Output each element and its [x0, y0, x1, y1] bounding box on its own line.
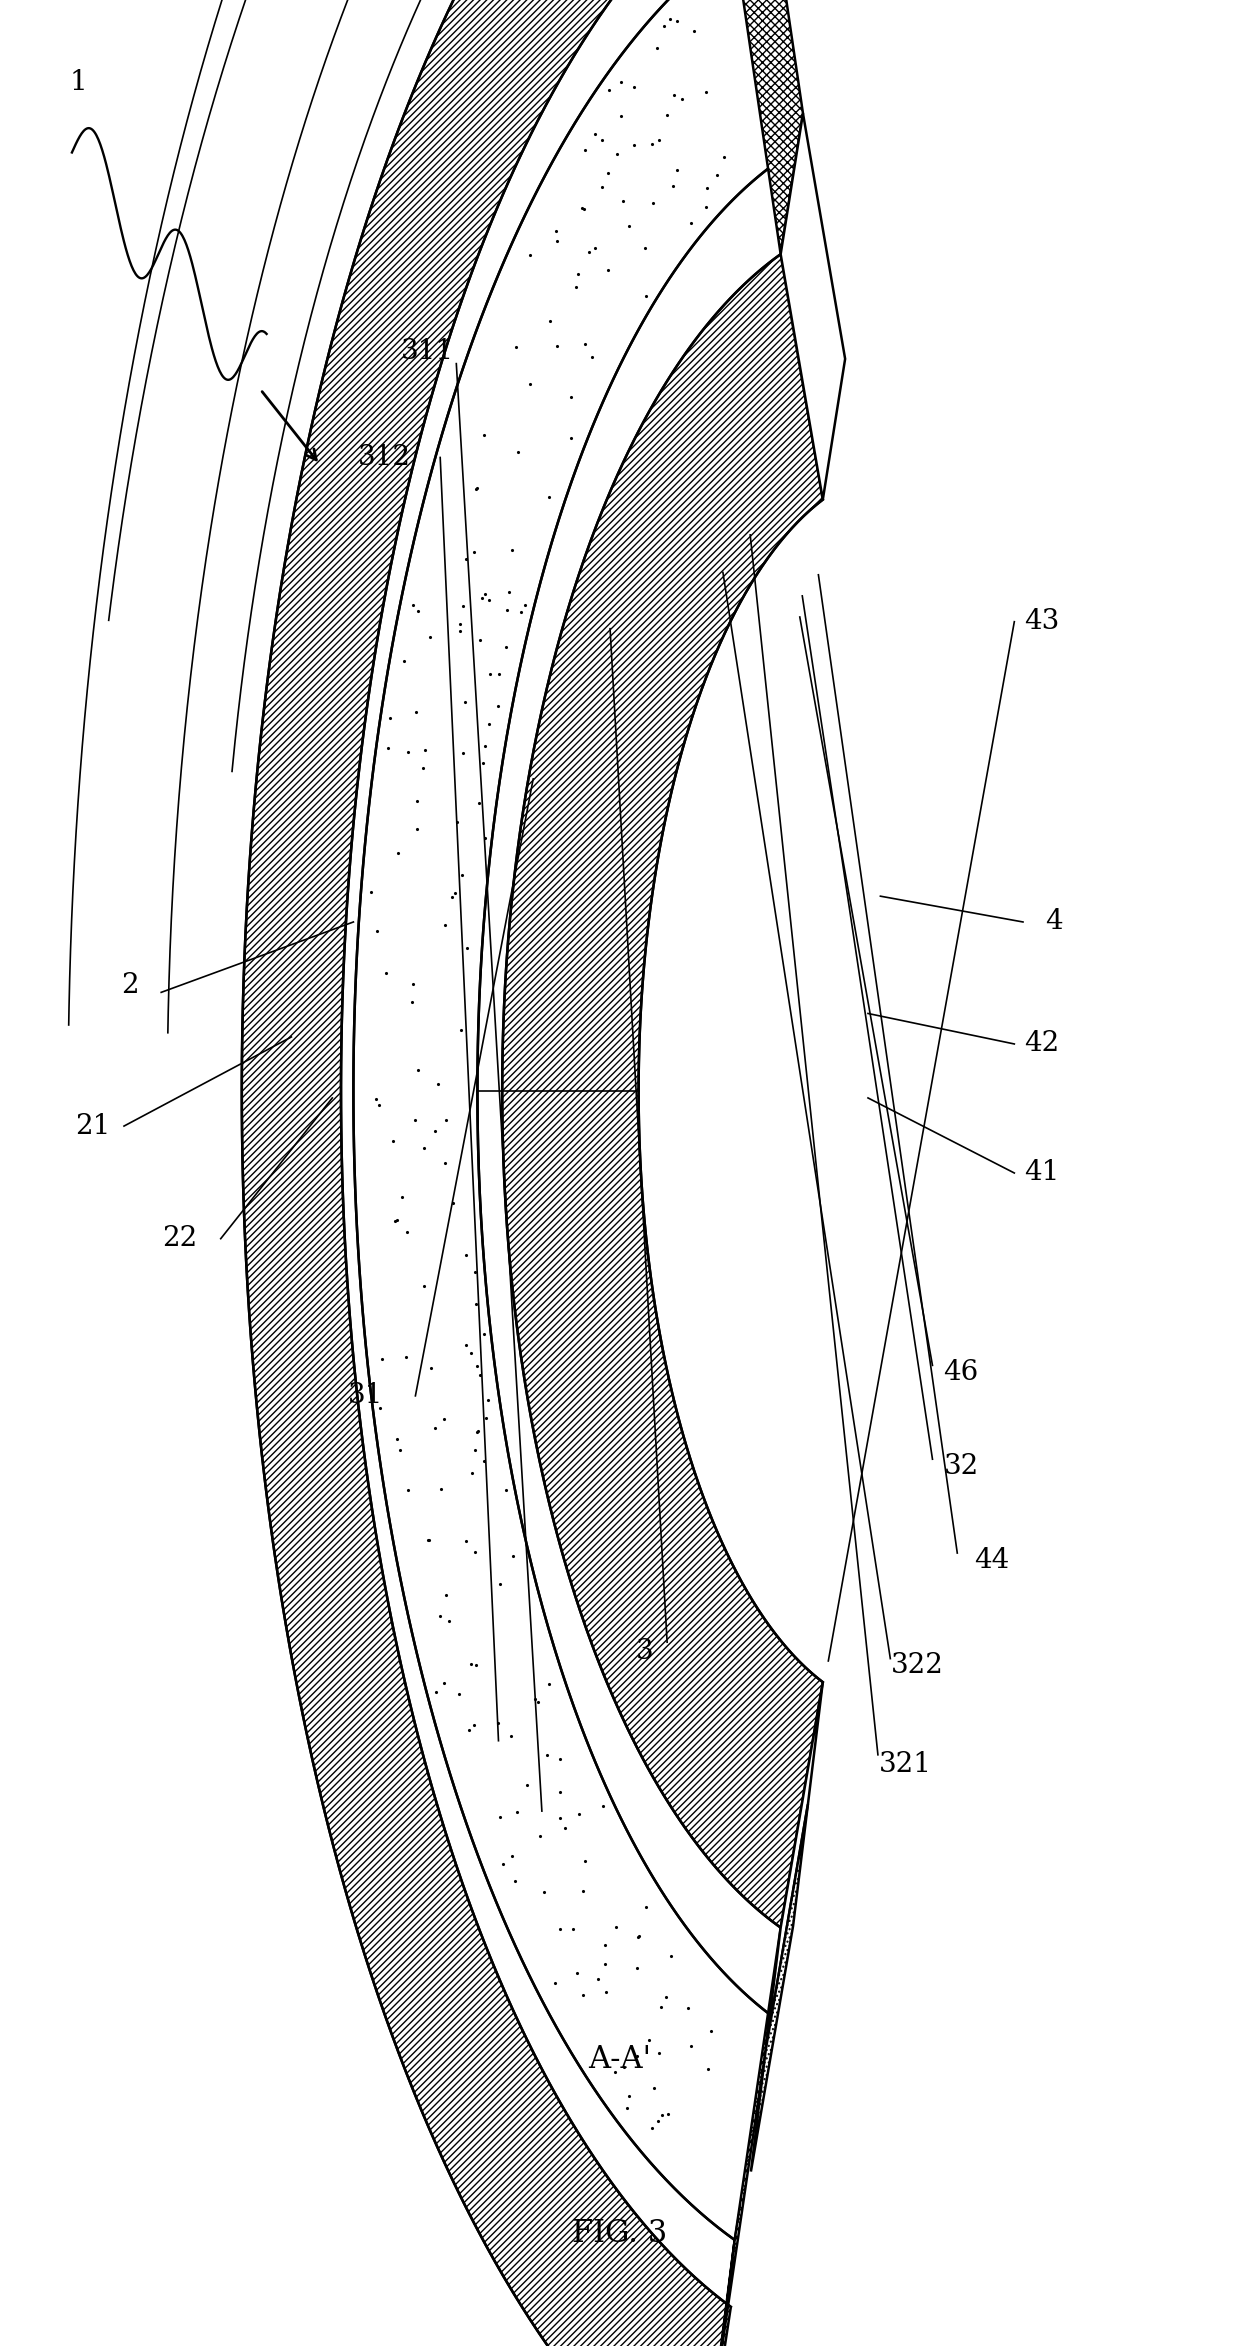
Text: 312: 312: [358, 443, 410, 472]
Text: 1: 1: [69, 68, 87, 96]
Text: 31: 31: [348, 1382, 383, 1410]
Polygon shape: [751, 1804, 808, 2172]
Text: 43: 43: [1024, 608, 1059, 636]
Polygon shape: [766, 1682, 823, 2050]
Polygon shape: [242, 0, 730, 2346]
Text: 2: 2: [122, 971, 139, 999]
Text: 22: 22: [162, 1225, 197, 1253]
Polygon shape: [719, 1928, 781, 2346]
Text: 44: 44: [975, 1546, 1009, 1574]
Text: 4: 4: [1045, 908, 1063, 936]
Text: 321: 321: [879, 1750, 931, 1778]
Text: FIG. 3: FIG. 3: [573, 2217, 667, 2250]
Text: 42: 42: [1024, 1030, 1059, 1058]
Text: 311: 311: [402, 338, 454, 366]
Text: 32: 32: [944, 1452, 978, 1480]
Polygon shape: [502, 253, 823, 1928]
Text: A-A': A-A': [589, 2043, 651, 2076]
Text: 41: 41: [1024, 1159, 1059, 1187]
Text: 21: 21: [76, 1112, 110, 1140]
Text: 322: 322: [892, 1652, 944, 1680]
Text: 46: 46: [944, 1358, 978, 1386]
Polygon shape: [781, 113, 846, 500]
Polygon shape: [353, 0, 773, 2240]
Text: 3: 3: [636, 1638, 653, 1666]
Polygon shape: [734, 0, 804, 253]
Polygon shape: [686, 2240, 734, 2346]
